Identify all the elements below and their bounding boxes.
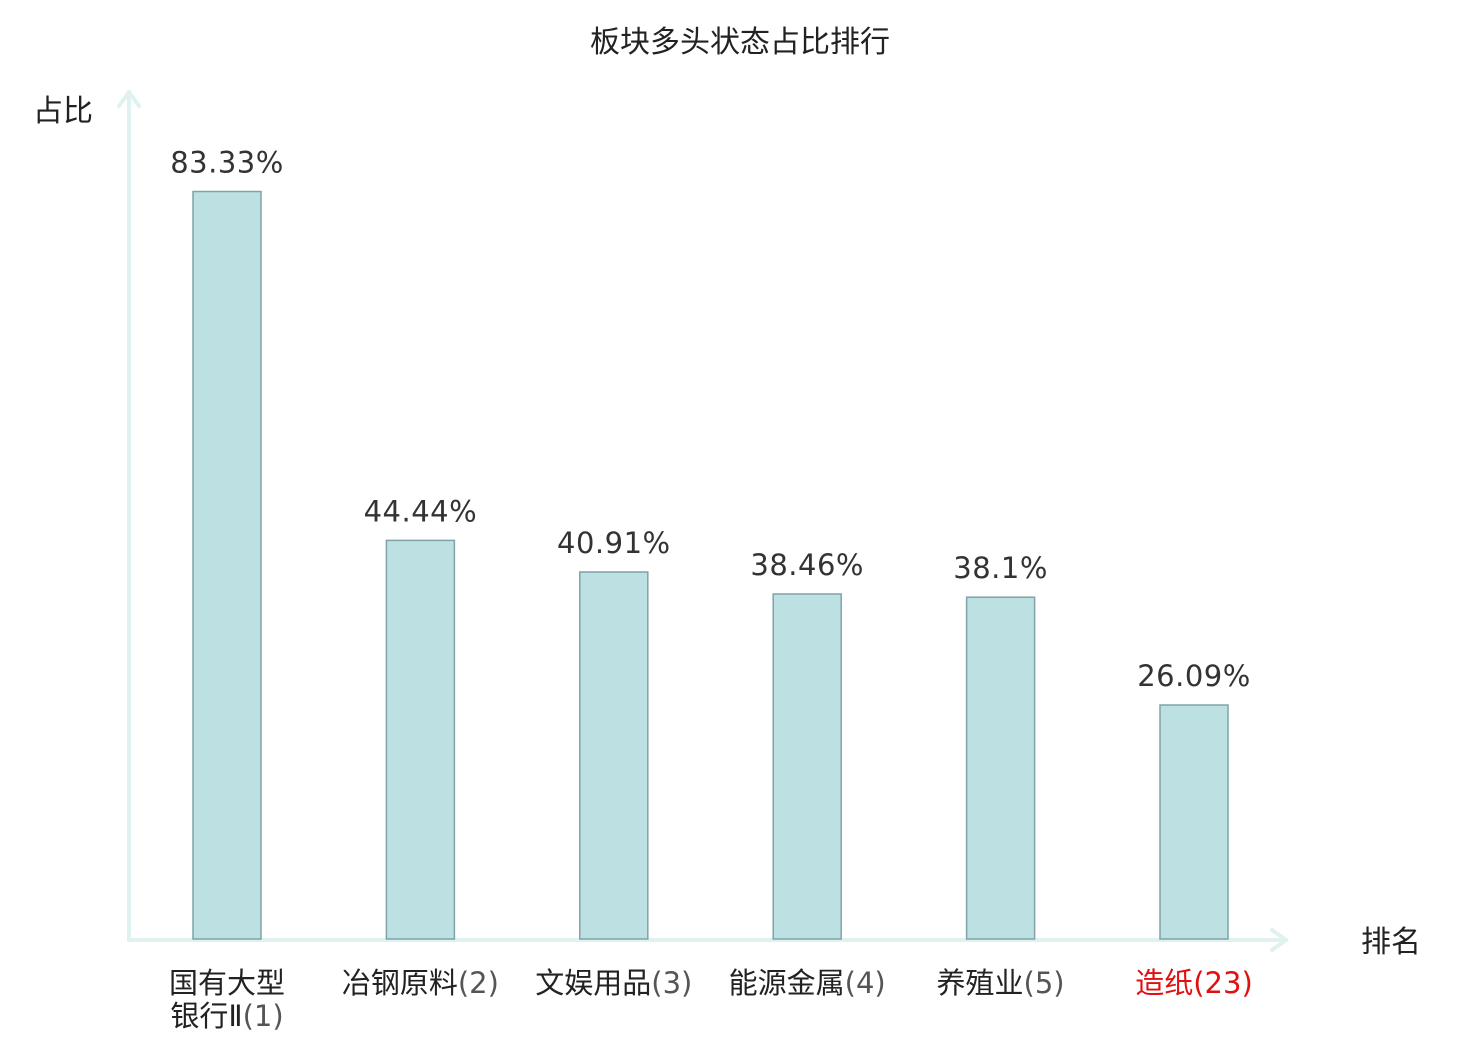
- category-rank-3: (3): [651, 966, 692, 1000]
- bar-6: [1159, 704, 1229, 940]
- category-rank-2: (2): [458, 966, 499, 1000]
- category-label-1-line-2: 银行Ⅱ(1): [170, 999, 283, 1033]
- x-axis-arrowhead: [1270, 928, 1288, 952]
- bar-5: [965, 596, 1036, 940]
- value-labels-group: 83.33% 44.44% 40.91% 38.46% 38.1% 26.09%: [170, 146, 1251, 694]
- category-label-5: 养殖业(5): [937, 966, 1065, 1000]
- value-label-3: 40.91%: [557, 526, 671, 560]
- bar-3: [579, 571, 649, 940]
- bar-2: [385, 539, 456, 940]
- category-label-2: 冶钢原料(2): [342, 966, 499, 1000]
- axes: [117, 90, 1288, 952]
- y-axis-arrowhead: [117, 90, 141, 108]
- category-label-4: 能源金属(4): [729, 966, 886, 1000]
- value-label-4: 38.46%: [750, 548, 864, 582]
- category-label-6: 造纸(23): [1135, 966, 1253, 1000]
- chart-title: 板块多头状态占比排行: [590, 25, 890, 60]
- category-rank-4: (4): [845, 966, 886, 1000]
- category-rank-1: (1): [243, 999, 284, 1033]
- bars-group: [192, 190, 1229, 940]
- bar-1: [192, 190, 262, 940]
- value-label-5: 38.1%: [953, 551, 1048, 585]
- value-label-2: 44.44%: [364, 494, 478, 528]
- y-axis-label: 占比: [33, 94, 93, 129]
- category-label-3: 文娱用品(3): [535, 966, 692, 1000]
- category-rank-5: (5): [1024, 966, 1065, 1000]
- category-rank-6: (23): [1193, 966, 1253, 1000]
- value-label-6: 26.09%: [1137, 659, 1251, 693]
- bar-4: [772, 593, 842, 940]
- category-label-1-line-1: 国有大型: [169, 966, 285, 1000]
- value-label-1: 83.33%: [170, 146, 284, 180]
- x-axis-label: 排名: [1361, 925, 1421, 960]
